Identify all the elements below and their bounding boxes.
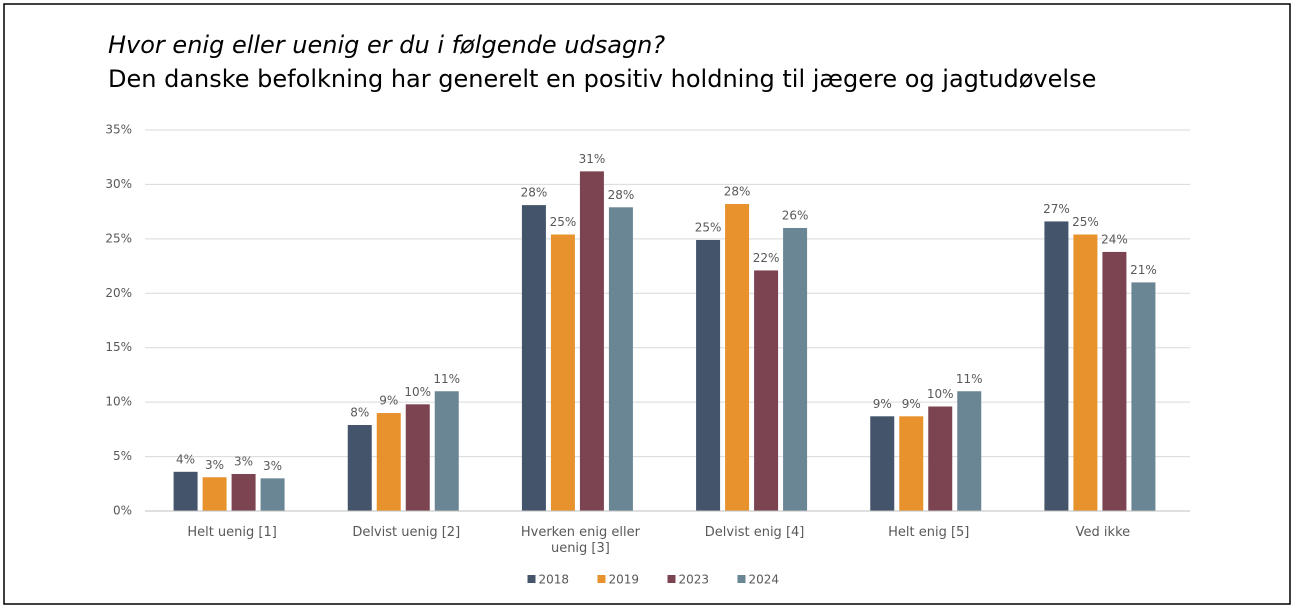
legend-label: 2018 [539,573,570,587]
bar [754,270,779,511]
y-tick-label: 35% [105,123,132,137]
legend-label: 2019 [609,573,640,587]
bar [1102,251,1127,512]
bar [783,227,808,511]
x-tick-label: Hverken enig eller uenig [3] [520,525,640,556]
data-label: 28% [521,186,548,200]
legend-label: 2024 [749,573,780,587]
bar [870,416,895,511]
bar [405,404,430,511]
data-label: 10% [404,385,431,399]
data-label: 24% [1101,232,1128,246]
data-label: 27% [1043,202,1070,216]
chart-subtitle: Den danske befolkning har generelt en po… [108,65,1096,93]
bar [173,471,198,511]
data-label: 28% [608,188,635,202]
bar [1044,221,1069,511]
y-tick-label: 15% [105,340,132,354]
data-label: 10% [927,387,954,401]
y-tick-label: 20% [105,286,132,300]
y-tick-label: 30% [105,177,132,191]
bar [202,477,227,511]
x-tick-label: Helt uenig [1] [187,525,277,540]
data-label: 11% [956,372,983,386]
data-label: 3% [205,458,224,472]
x-tick-label: Ved ikke [1075,525,1131,540]
bar [260,478,285,511]
data-label: 11% [433,372,460,386]
bar [1073,234,1098,511]
data-label: 3% [263,459,282,473]
legend-label: 2023 [679,573,710,587]
legend-swatch [737,575,746,583]
data-label: 9% [379,394,398,408]
bar [899,416,924,511]
data-label: 25% [550,215,577,229]
bar [928,406,953,511]
data-label: 26% [782,208,809,222]
x-tick-label: Delvist enig [4] [704,525,805,540]
y-tick-label: 0% [113,504,132,518]
chart-title: Hvor enig eller uenig er du i følgende u… [108,31,665,59]
legend-swatch [667,575,676,583]
x-tick-label: Helt enig [5] [888,525,970,540]
data-label: 3% [234,454,253,468]
bar [579,171,604,511]
data-label: 8% [350,406,369,420]
bar [231,473,256,511]
bar [1131,282,1156,511]
bar [957,391,982,511]
data-label: 4% [176,452,195,466]
bar [347,425,372,511]
bar [376,413,401,511]
x-tick-label: Delvist uenig [2] [352,525,461,540]
y-tick-label: 25% [105,231,132,245]
bar [696,239,721,511]
bar [434,391,459,511]
data-label: 28% [724,185,751,199]
legend-swatch [597,575,606,583]
data-label: 31% [579,152,606,166]
legend-swatch [527,575,536,583]
bar [521,205,546,511]
data-label: 9% [902,397,921,411]
data-label: 25% [695,220,722,234]
bar [550,234,575,511]
data-label: 25% [1072,215,1099,229]
data-label: 22% [753,251,780,265]
data-label: 9% [873,397,892,411]
bar [725,204,750,511]
frame [3,3,1291,605]
y-tick-label: 5% [113,449,132,463]
y-tick-label: 10% [105,395,132,409]
bar [608,207,633,511]
data-label: 21% [1130,263,1157,277]
